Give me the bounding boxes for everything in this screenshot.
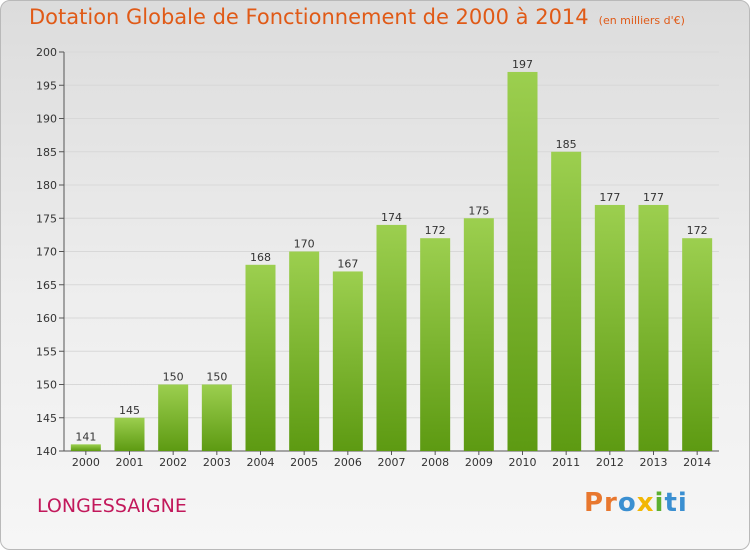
- x-tick-label: 2007: [378, 456, 406, 469]
- x-tick-label: 2002: [159, 456, 187, 469]
- y-tick-label: 190: [36, 113, 57, 126]
- bar: [463, 218, 494, 451]
- x-tick-label: 2000: [72, 456, 100, 469]
- data-label: 145: [119, 404, 140, 417]
- data-label: 177: [643, 191, 664, 204]
- chart-unit-note: (en milliers d'€): [598, 14, 685, 27]
- bar: [114, 417, 145, 451]
- data-label: 141: [75, 430, 96, 443]
- proxiti-logo[interactable]: Proxiti: [584, 488, 688, 518]
- bar: [289, 251, 320, 451]
- bar: [332, 271, 363, 451]
- y-tick-label: 175: [36, 212, 57, 225]
- data-label: 172: [687, 224, 708, 237]
- bar: [245, 264, 276, 451]
- data-label: 150: [163, 371, 184, 384]
- bar: [420, 238, 451, 451]
- data-label: 167: [337, 257, 358, 270]
- y-tick-label: 165: [36, 279, 57, 292]
- x-tick-label: 2013: [640, 456, 668, 469]
- bars: [70, 71, 713, 451]
- y-tick-label: 155: [36, 345, 57, 358]
- data-labels: 141 145 150 150 168 170 167 174 172 175 197 185 177 1…: [75, 58, 707, 443]
- x-tick-label: 2012: [596, 456, 624, 469]
- x-tick-label: 2006: [334, 456, 362, 469]
- logo-part: i: [654, 488, 665, 518]
- data-label: 168: [250, 251, 271, 264]
- bar: [682, 238, 713, 451]
- y-tick-label: 200: [36, 46, 57, 59]
- bar: [551, 151, 582, 451]
- y-tick-label: 185: [36, 146, 57, 159]
- y-tick-label: 170: [36, 246, 57, 259]
- data-label: 174: [381, 211, 402, 224]
- axes: 1401451501551601651701751801851901952002…: [36, 46, 719, 469]
- y-tick-label: 180: [36, 179, 57, 192]
- bar-chart: 1401451501551601651701751801851901952002…: [36, 46, 719, 469]
- bar: [70, 444, 101, 451]
- x-tick-label: 2004: [247, 456, 275, 469]
- data-label: 170: [294, 238, 315, 251]
- x-tick-label: 2008: [421, 456, 449, 469]
- bar: [638, 204, 669, 451]
- logo-part: ti: [664, 488, 688, 518]
- x-tick-label: 2003: [203, 456, 231, 469]
- bar: [507, 71, 538, 451]
- data-label: 177: [599, 191, 620, 204]
- x-tick-label: 2005: [290, 456, 318, 469]
- logo-part: x: [636, 488, 655, 518]
- chart-title: Dotation Globale de Fonctionnement de 20…: [29, 5, 685, 29]
- x-tick-label: 2014: [683, 456, 711, 469]
- commune-name: LONGESSAIGNE: [37, 495, 187, 517]
- y-tick-label: 195: [36, 79, 57, 92]
- logo-part: o: [617, 488, 637, 518]
- logo-part: Pr: [584, 488, 618, 518]
- y-tick-label: 160: [36, 312, 57, 325]
- data-label: 185: [556, 138, 577, 151]
- data-label: 175: [468, 204, 489, 217]
- x-tick-label: 2011: [552, 456, 580, 469]
- bar: [158, 384, 189, 451]
- data-label: 150: [206, 371, 227, 384]
- bar: [376, 224, 407, 451]
- bar: [201, 384, 232, 451]
- bar: [594, 204, 625, 451]
- chart-title-main: Dotation Globale de Fonctionnement de 20…: [29, 5, 589, 29]
- data-label: 197: [512, 58, 533, 71]
- y-tick-label: 145: [36, 412, 57, 425]
- data-label: 172: [425, 224, 446, 237]
- x-tick-label: 2010: [509, 456, 537, 469]
- y-tick-label: 140: [36, 445, 57, 458]
- y-tick-label: 150: [36, 379, 57, 392]
- x-tick-label: 2009: [465, 456, 493, 469]
- x-tick-label: 2001: [116, 456, 144, 469]
